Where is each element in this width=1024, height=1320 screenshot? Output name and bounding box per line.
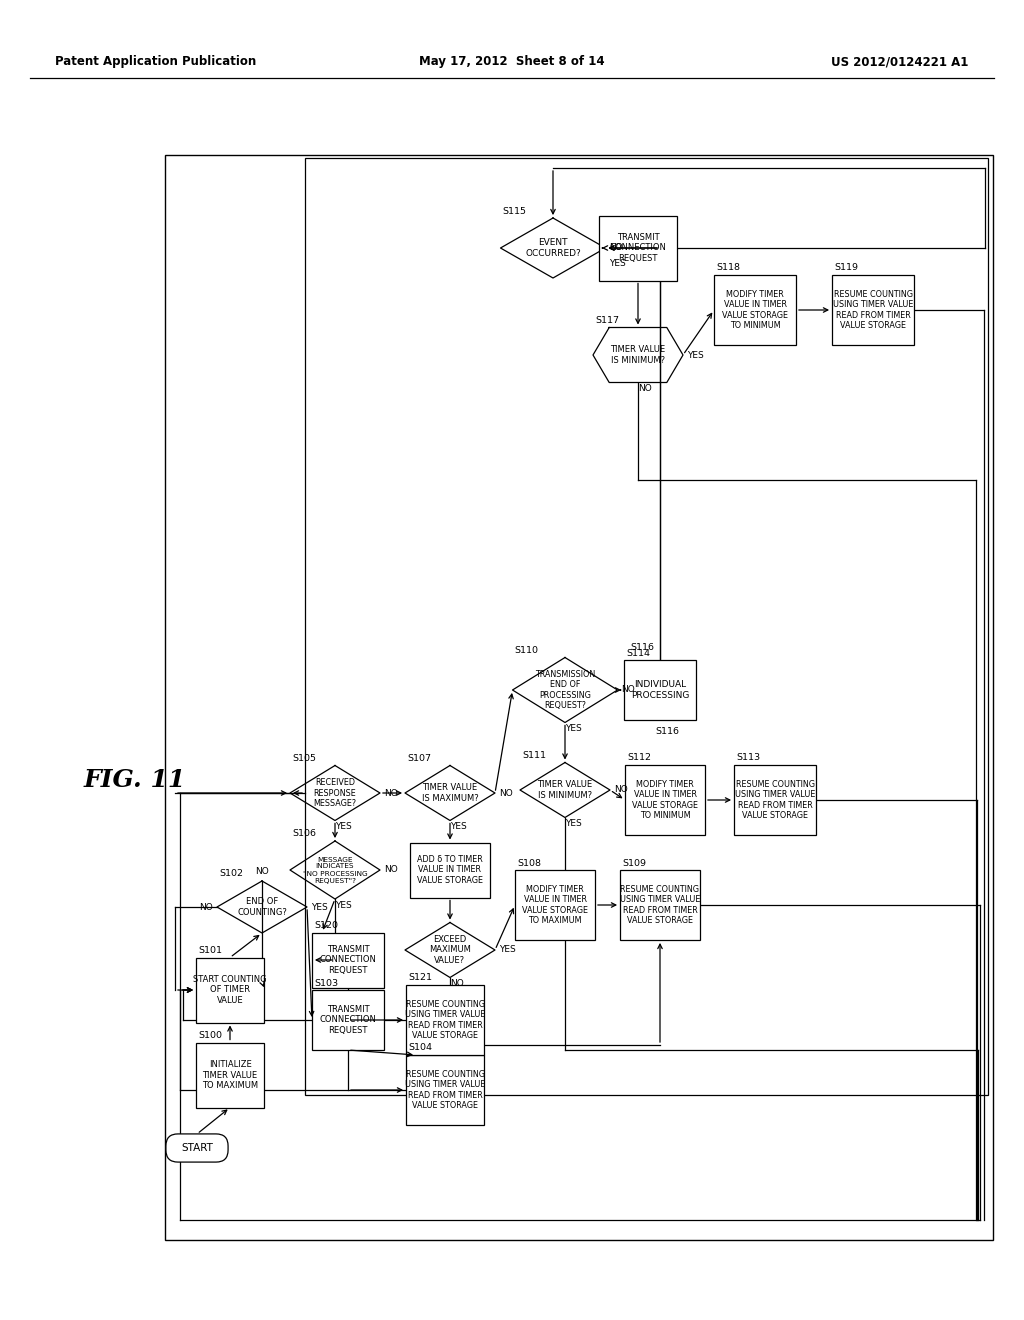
Bar <box>620 870 700 940</box>
Text: YES: YES <box>499 945 516 954</box>
Text: S106: S106 <box>292 829 316 838</box>
Text: S116: S116 <box>655 727 679 737</box>
Text: S102: S102 <box>219 870 243 879</box>
Text: START: START <box>181 1143 213 1152</box>
Text: S111: S111 <box>522 751 546 760</box>
Text: S113: S113 <box>736 754 760 763</box>
Bar <box>515 870 595 940</box>
Text: EVENT
OCCURRED?: EVENT OCCURRED? <box>525 239 581 257</box>
Text: MESSAGE
INDICATES
"NO PROCESSING
REQUEST"?: MESSAGE INDICATES "NO PROCESSING REQUEST… <box>303 857 368 883</box>
Text: S101: S101 <box>198 946 222 954</box>
Text: RESUME COUNTING
USING TIMER VALUE
READ FROM TIMER
VALUE STORAGE: RESUME COUNTING USING TIMER VALUE READ F… <box>620 884 700 925</box>
Text: RECEIVED
RESPONSE
MESSAGE?: RECEIVED RESPONSE MESSAGE? <box>313 777 356 808</box>
Text: S109: S109 <box>622 858 646 867</box>
Bar <box>406 985 484 1055</box>
Text: May 17, 2012  Sheet 8 of 14: May 17, 2012 Sheet 8 of 14 <box>419 55 605 69</box>
Text: NO: NO <box>609 243 624 252</box>
Text: S119: S119 <box>834 264 858 272</box>
Text: FIG. 11: FIG. 11 <box>84 768 186 792</box>
Bar <box>196 957 264 1023</box>
Text: RESUME COUNTING
USING TIMER VALUE
READ FROM TIMER
VALUE STORAGE: RESUME COUNTING USING TIMER VALUE READ F… <box>404 1071 485 1110</box>
Text: S100: S100 <box>198 1031 222 1040</box>
Text: S114: S114 <box>626 648 650 657</box>
Text: US 2012/0124221 A1: US 2012/0124221 A1 <box>830 55 968 69</box>
Text: TIMER VALUE
IS MINIMUM?: TIMER VALUE IS MINIMUM? <box>538 780 593 800</box>
Text: Patent Application Publication: Patent Application Publication <box>55 55 256 69</box>
Text: NO: NO <box>384 788 397 797</box>
Text: NO: NO <box>499 788 513 797</box>
Text: NO: NO <box>450 979 464 987</box>
Text: ADD δ TO TIMER
VALUE IN TIMER
VALUE STORAGE: ADD δ TO TIMER VALUE IN TIMER VALUE STOR… <box>417 855 483 884</box>
Text: TRANSMIT
CONNECTION
REQUEST: TRANSMIT CONNECTION REQUEST <box>319 945 377 975</box>
Text: S120: S120 <box>314 921 338 931</box>
Text: START COUNTING
OF TIMER
VALUE: START COUNTING OF TIMER VALUE <box>194 975 267 1005</box>
Text: MODIFY TIMER
VALUE IN TIMER
VALUE STORAGE
TO MAXIMUM: MODIFY TIMER VALUE IN TIMER VALUE STORAG… <box>522 884 588 925</box>
Text: S118: S118 <box>716 264 740 272</box>
Text: YES: YES <box>565 723 582 733</box>
Text: NO: NO <box>614 785 628 795</box>
Bar <box>624 660 696 719</box>
Text: MODIFY TIMER
VALUE IN TIMER
VALUE STORAGE
TO MINIMUM: MODIFY TIMER VALUE IN TIMER VALUE STORAG… <box>632 780 698 820</box>
Bar <box>734 766 816 836</box>
Text: S115: S115 <box>503 206 526 215</box>
Text: S104: S104 <box>408 1044 432 1052</box>
Bar <box>599 215 677 281</box>
Text: INITIALIZE
TIMER VALUE
TO MAXIMUM: INITIALIZE TIMER VALUE TO MAXIMUM <box>202 1060 258 1090</box>
Text: YES: YES <box>687 351 703 359</box>
Text: TIMER VALUE
IS MINIMUM?: TIMER VALUE IS MINIMUM? <box>610 346 666 364</box>
Text: S105: S105 <box>292 754 316 763</box>
Text: S112: S112 <box>627 754 651 763</box>
Text: NO: NO <box>622 685 635 694</box>
Text: EXCEED
MAXIMUM
VALUE?: EXCEED MAXIMUM VALUE? <box>429 935 471 965</box>
Text: TRANSMIT
CONNECTION
REQUEST: TRANSMIT CONNECTION REQUEST <box>319 1005 377 1035</box>
Text: S117: S117 <box>595 315 618 325</box>
Text: MODIFY TIMER
VALUE IN TIMER
VALUE STORAGE
TO MINIMUM: MODIFY TIMER VALUE IN TIMER VALUE STORAG… <box>722 290 788 330</box>
Text: NO: NO <box>200 903 213 912</box>
Text: NO: NO <box>384 866 397 874</box>
Bar <box>196 1043 264 1107</box>
Bar <box>406 1055 484 1125</box>
Text: S110: S110 <box>514 645 539 655</box>
Text: RESUME COUNTING
USING TIMER VALUE
READ FROM TIMER
VALUE STORAGE: RESUME COUNTING USING TIMER VALUE READ F… <box>833 290 913 330</box>
Bar <box>831 275 914 345</box>
Text: TRANSMIT
CONNECTION
REQUEST: TRANSMIT CONNECTION REQUEST <box>609 234 667 263</box>
Text: NO: NO <box>638 384 651 393</box>
Bar <box>410 842 490 898</box>
Text: S116: S116 <box>630 644 654 652</box>
Text: S107: S107 <box>407 754 431 763</box>
Text: RESUME COUNTING
USING TIMER VALUE
READ FROM TIMER
VALUE STORAGE: RESUME COUNTING USING TIMER VALUE READ F… <box>404 1001 485 1040</box>
FancyBboxPatch shape <box>166 1134 228 1162</box>
Text: YES: YES <box>565 818 582 828</box>
Text: S108: S108 <box>517 858 541 867</box>
Text: YES: YES <box>335 822 352 832</box>
Text: S121: S121 <box>408 974 432 982</box>
Bar <box>312 990 384 1049</box>
Text: INDIVIDUAL
PROCESSING: INDIVIDUAL PROCESSING <box>631 680 689 700</box>
Text: NO: NO <box>255 867 269 876</box>
Bar <box>312 932 384 987</box>
Text: TIMER VALUE
IS MAXIMUM?: TIMER VALUE IS MAXIMUM? <box>422 783 478 803</box>
Text: S103: S103 <box>314 978 338 987</box>
Text: YES: YES <box>335 900 352 909</box>
Text: END OF
COUNTING?: END OF COUNTING? <box>238 898 287 916</box>
Bar <box>625 766 705 836</box>
Bar <box>305 158 988 1096</box>
Bar <box>165 154 993 1239</box>
Text: YES: YES <box>311 903 328 912</box>
Text: RESUME COUNTING
USING TIMER VALUE
READ FROM TIMER
VALUE STORAGE: RESUME COUNTING USING TIMER VALUE READ F… <box>735 780 815 820</box>
Text: YES: YES <box>450 822 467 832</box>
Text: YES: YES <box>609 259 627 268</box>
Bar <box>714 275 796 345</box>
Text: TRANSMISSION
END OF
PROCESSING
REQUEST?: TRANSMISSION END OF PROCESSING REQUEST? <box>535 671 595 710</box>
